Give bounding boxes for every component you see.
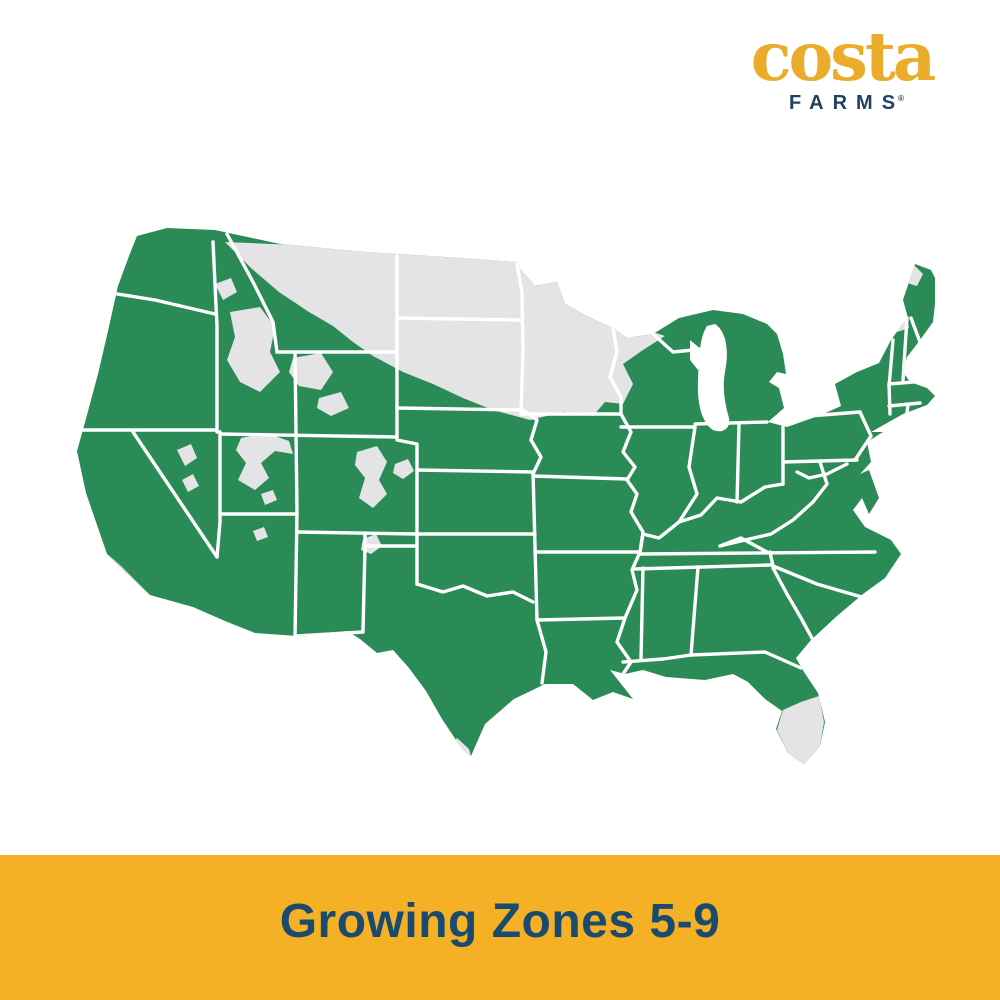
- excluded-zone-nevada-1: [177, 444, 197, 466]
- brand-subtext-label: FARMS: [789, 92, 905, 114]
- state-borders: [77, 232, 927, 685]
- lake-michigan: [697, 324, 730, 432]
- excluded-zone-north: [225, 242, 665, 420]
- excluded-zone-idaho-rockies: [227, 307, 280, 392]
- excluded-zone-utah-south: [261, 490, 277, 505]
- excluded-zone-colorado-rockies: [355, 446, 387, 508]
- us-map-svg: [77, 228, 937, 764]
- excluded-zone-montana-west-1: [215, 278, 237, 300]
- footer-title: Growing Zones 5-9: [279, 895, 721, 948]
- green-bay: [690, 340, 702, 370]
- excluded-zone-arizona-range: [253, 527, 268, 541]
- excluded-zone-colorado-east-range: [393, 459, 414, 479]
- footer-banner: Growing Zones 5-9: [0, 855, 1000, 1000]
- excluded-zone-yellowstone: [289, 353, 333, 390]
- excluded-zone-adirondacks: [811, 330, 841, 354]
- brand-wordmark: costa: [750, 17, 937, 96]
- excluded-zone-nevada-2: [182, 474, 199, 492]
- brand-subtext: FARMS®: [742, 92, 942, 115]
- excluded-zone-montana-west-2: [241, 312, 262, 332]
- brand-logo: costa FARMS®: [742, 22, 942, 115]
- excluded-zone-south-florida: [777, 696, 824, 764]
- registered-trademark-icon: ®: [898, 94, 904, 104]
- excluded-zone-wind-river: [317, 392, 349, 416]
- excluded-zone-utah-mountains: [236, 433, 293, 490]
- us-growing-zones-map: [65, 222, 937, 792]
